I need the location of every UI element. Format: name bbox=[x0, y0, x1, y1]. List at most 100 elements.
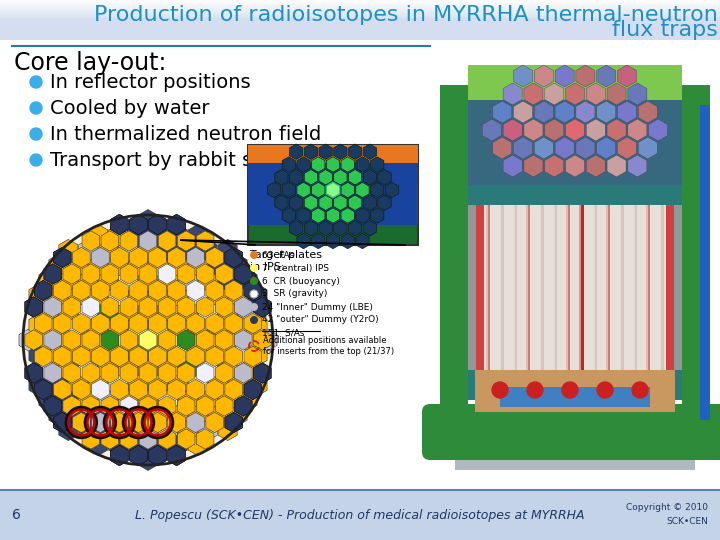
Polygon shape bbox=[218, 329, 237, 351]
Polygon shape bbox=[89, 314, 108, 336]
Polygon shape bbox=[109, 314, 127, 336]
Polygon shape bbox=[78, 329, 98, 351]
Polygon shape bbox=[513, 65, 533, 87]
Polygon shape bbox=[73, 346, 90, 367]
Polygon shape bbox=[130, 446, 148, 465]
FancyBboxPatch shape bbox=[0, 16, 720, 17]
Polygon shape bbox=[576, 101, 595, 123]
Polygon shape bbox=[225, 313, 243, 334]
Polygon shape bbox=[111, 413, 128, 433]
Polygon shape bbox=[89, 404, 108, 426]
Polygon shape bbox=[82, 231, 99, 251]
Polygon shape bbox=[348, 144, 361, 159]
Polygon shape bbox=[120, 330, 138, 350]
Polygon shape bbox=[638, 137, 657, 159]
Circle shape bbox=[250, 316, 258, 324]
FancyBboxPatch shape bbox=[0, 12, 720, 13]
Polygon shape bbox=[177, 396, 195, 416]
Polygon shape bbox=[371, 208, 384, 223]
Polygon shape bbox=[59, 359, 78, 381]
Polygon shape bbox=[341, 183, 354, 198]
Polygon shape bbox=[341, 233, 354, 249]
Polygon shape bbox=[534, 137, 554, 159]
Text: 6: 6 bbox=[12, 508, 21, 522]
Text: flux traps: flux traps bbox=[612, 20, 718, 40]
FancyBboxPatch shape bbox=[660, 205, 664, 370]
FancyBboxPatch shape bbox=[593, 205, 597, 370]
Polygon shape bbox=[238, 269, 257, 291]
Polygon shape bbox=[53, 247, 71, 268]
Polygon shape bbox=[168, 254, 187, 276]
FancyBboxPatch shape bbox=[526, 205, 531, 370]
Polygon shape bbox=[63, 297, 81, 317]
Polygon shape bbox=[179, 269, 197, 291]
Polygon shape bbox=[158, 363, 176, 383]
Polygon shape bbox=[333, 195, 347, 211]
Text: 24 "Inner" Dummy (LBE): 24 "Inner" Dummy (LBE) bbox=[262, 302, 373, 312]
Polygon shape bbox=[130, 346, 148, 367]
Polygon shape bbox=[68, 404, 88, 426]
Polygon shape bbox=[138, 210, 158, 232]
Polygon shape bbox=[282, 183, 295, 198]
Polygon shape bbox=[119, 239, 138, 261]
Polygon shape bbox=[109, 225, 127, 246]
Polygon shape bbox=[111, 214, 128, 235]
Polygon shape bbox=[348, 170, 361, 185]
Polygon shape bbox=[305, 144, 318, 159]
Polygon shape bbox=[244, 280, 261, 301]
Polygon shape bbox=[208, 284, 228, 306]
Polygon shape bbox=[206, 413, 223, 433]
Polygon shape bbox=[128, 434, 148, 456]
Polygon shape bbox=[138, 269, 158, 291]
Text: 151  S/As: 151 S/As bbox=[262, 328, 305, 338]
Polygon shape bbox=[215, 363, 233, 383]
Polygon shape bbox=[25, 297, 42, 317]
Circle shape bbox=[632, 382, 648, 398]
Polygon shape bbox=[139, 231, 157, 251]
Polygon shape bbox=[99, 359, 117, 381]
Polygon shape bbox=[565, 155, 585, 177]
Polygon shape bbox=[503, 83, 522, 105]
Polygon shape bbox=[188, 404, 207, 426]
Polygon shape bbox=[363, 170, 377, 185]
Polygon shape bbox=[73, 379, 90, 400]
Polygon shape bbox=[158, 396, 176, 416]
Polygon shape bbox=[148, 374, 168, 396]
Polygon shape bbox=[198, 239, 217, 261]
Polygon shape bbox=[139, 429, 157, 449]
Polygon shape bbox=[503, 155, 522, 177]
FancyBboxPatch shape bbox=[540, 205, 541, 370]
FancyBboxPatch shape bbox=[248, 145, 418, 163]
Polygon shape bbox=[119, 359, 138, 381]
Polygon shape bbox=[168, 404, 187, 426]
Polygon shape bbox=[78, 389, 98, 411]
Circle shape bbox=[30, 128, 42, 140]
Polygon shape bbox=[218, 239, 237, 261]
Polygon shape bbox=[378, 170, 391, 185]
Polygon shape bbox=[149, 446, 166, 465]
FancyBboxPatch shape bbox=[0, 14, 720, 15]
Polygon shape bbox=[59, 329, 78, 351]
Polygon shape bbox=[44, 363, 62, 383]
Polygon shape bbox=[225, 413, 243, 433]
Text: Target plates
in IPS:: Target plates in IPS: bbox=[250, 250, 322, 272]
FancyBboxPatch shape bbox=[248, 145, 418, 245]
FancyBboxPatch shape bbox=[440, 85, 468, 440]
Polygon shape bbox=[186, 313, 204, 334]
FancyBboxPatch shape bbox=[553, 205, 554, 370]
Polygon shape bbox=[120, 429, 138, 449]
Polygon shape bbox=[188, 314, 207, 336]
Polygon shape bbox=[208, 404, 228, 426]
Polygon shape bbox=[99, 239, 117, 261]
Polygon shape bbox=[91, 346, 109, 367]
Polygon shape bbox=[319, 170, 333, 185]
Text: Transport by rabbit system: Transport by rabbit system bbox=[50, 151, 312, 170]
FancyBboxPatch shape bbox=[0, 490, 720, 540]
Polygon shape bbox=[607, 83, 626, 105]
Polygon shape bbox=[35, 379, 52, 400]
Polygon shape bbox=[218, 389, 237, 411]
FancyBboxPatch shape bbox=[0, 3, 720, 4]
Polygon shape bbox=[148, 254, 168, 276]
Polygon shape bbox=[73, 313, 90, 334]
Polygon shape bbox=[258, 329, 277, 351]
